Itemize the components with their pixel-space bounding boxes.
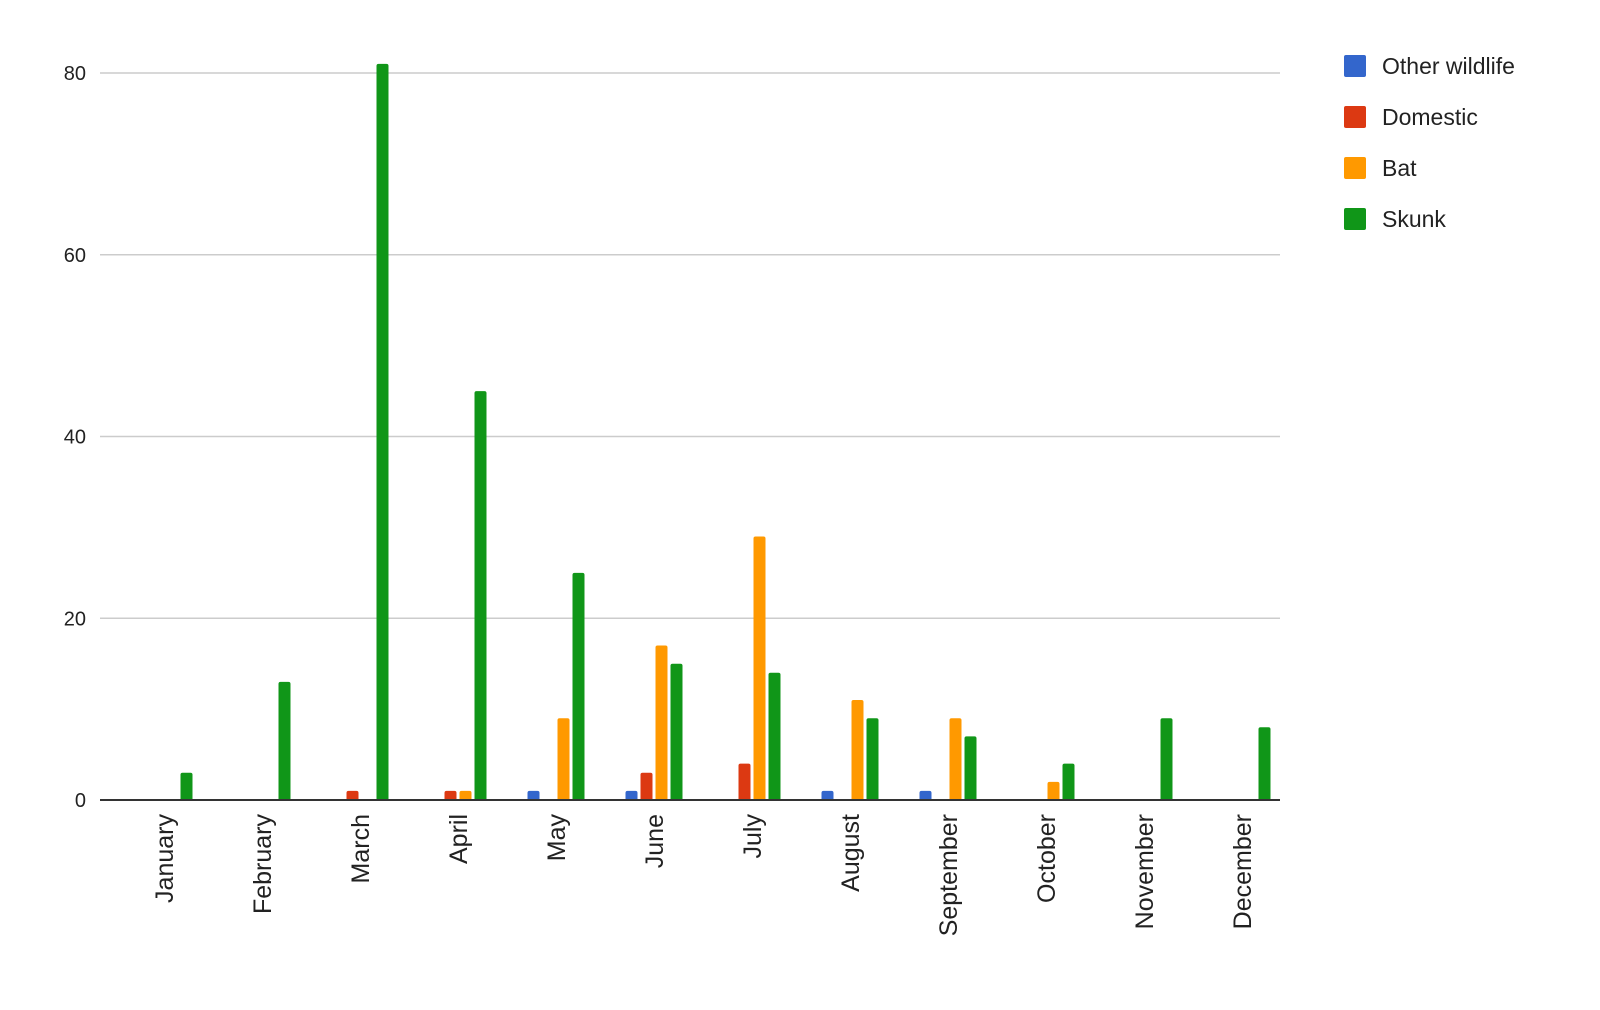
bar-bat-may (557, 718, 570, 801)
legend: Other wildlife Domestic Bat Skunk (1344, 53, 1515, 232)
bar-bat-april (459, 790, 472, 801)
bar-skunk-march (376, 63, 389, 802)
bar-bat-september (949, 718, 962, 801)
x-category-label: July (739, 814, 767, 859)
x-category-label: December (1229, 814, 1257, 929)
legend-swatch (1344, 106, 1366, 128)
bar-skunk-april (474, 391, 487, 801)
bar-other-wildlife-june (625, 790, 638, 801)
legend-label: Bat (1382, 155, 1417, 181)
y-tick-label: 40 (64, 427, 86, 449)
x-category-label: October (1033, 814, 1061, 903)
legend-label: Other wildlife (1382, 53, 1515, 79)
bar-skunk-august (866, 718, 879, 801)
x-category-label: August (837, 814, 865, 892)
x-category-label: May (543, 814, 571, 862)
x-category-label: November (1131, 814, 1159, 929)
x-axis-labels: January February March April May June July Augu… (151, 814, 1257, 937)
bar-skunk-december (1258, 727, 1271, 801)
x-category-label: March (347, 814, 375, 883)
bar-skunk-june (670, 663, 683, 801)
x-category-label: June (641, 814, 669, 868)
bar-other-wildlife-may (527, 790, 540, 801)
y-tick-label: 0 (75, 790, 86, 812)
legend-swatch (1344, 55, 1366, 77)
bar-bat-october (1047, 781, 1060, 801)
y-tick-label: 60 (64, 245, 86, 267)
bar-skunk-october (1062, 763, 1075, 801)
bar-bat-august (851, 700, 864, 801)
bar-domestic-april (444, 790, 457, 801)
x-category-label: April (445, 814, 473, 864)
y-tick-label: 80 (64, 63, 86, 85)
legend-swatch (1344, 157, 1366, 179)
bar-skunk-february (278, 681, 291, 801)
y-axis-ticks: 0 20 40 60 80 (64, 63, 86, 812)
legend-swatch (1344, 208, 1366, 230)
x-category-label: February (249, 814, 277, 915)
bar-skunk-july (768, 672, 781, 801)
bar-skunk-january (180, 772, 193, 801)
bar-bat-june (655, 645, 668, 801)
bar-other-wildlife-september (919, 790, 932, 801)
bar-domestic-march (346, 790, 359, 801)
legend-label: Domestic (1382, 104, 1478, 130)
y-tick-label: 20 (64, 608, 86, 630)
bar-domestic-july (738, 763, 751, 801)
bar-skunk-november (1160, 718, 1173, 801)
x-category-label: September (935, 814, 963, 936)
bar-bat-july (753, 536, 766, 801)
gridlines (100, 72, 1280, 619)
x-category-label: January (151, 814, 179, 903)
bar-other-wildlife-august (821, 790, 834, 801)
bar-skunk-september (964, 736, 977, 801)
bars (180, 63, 1271, 802)
legend-label: Skunk (1382, 206, 1446, 232)
bar-skunk-may (572, 572, 585, 801)
bar-domestic-june (640, 772, 653, 801)
